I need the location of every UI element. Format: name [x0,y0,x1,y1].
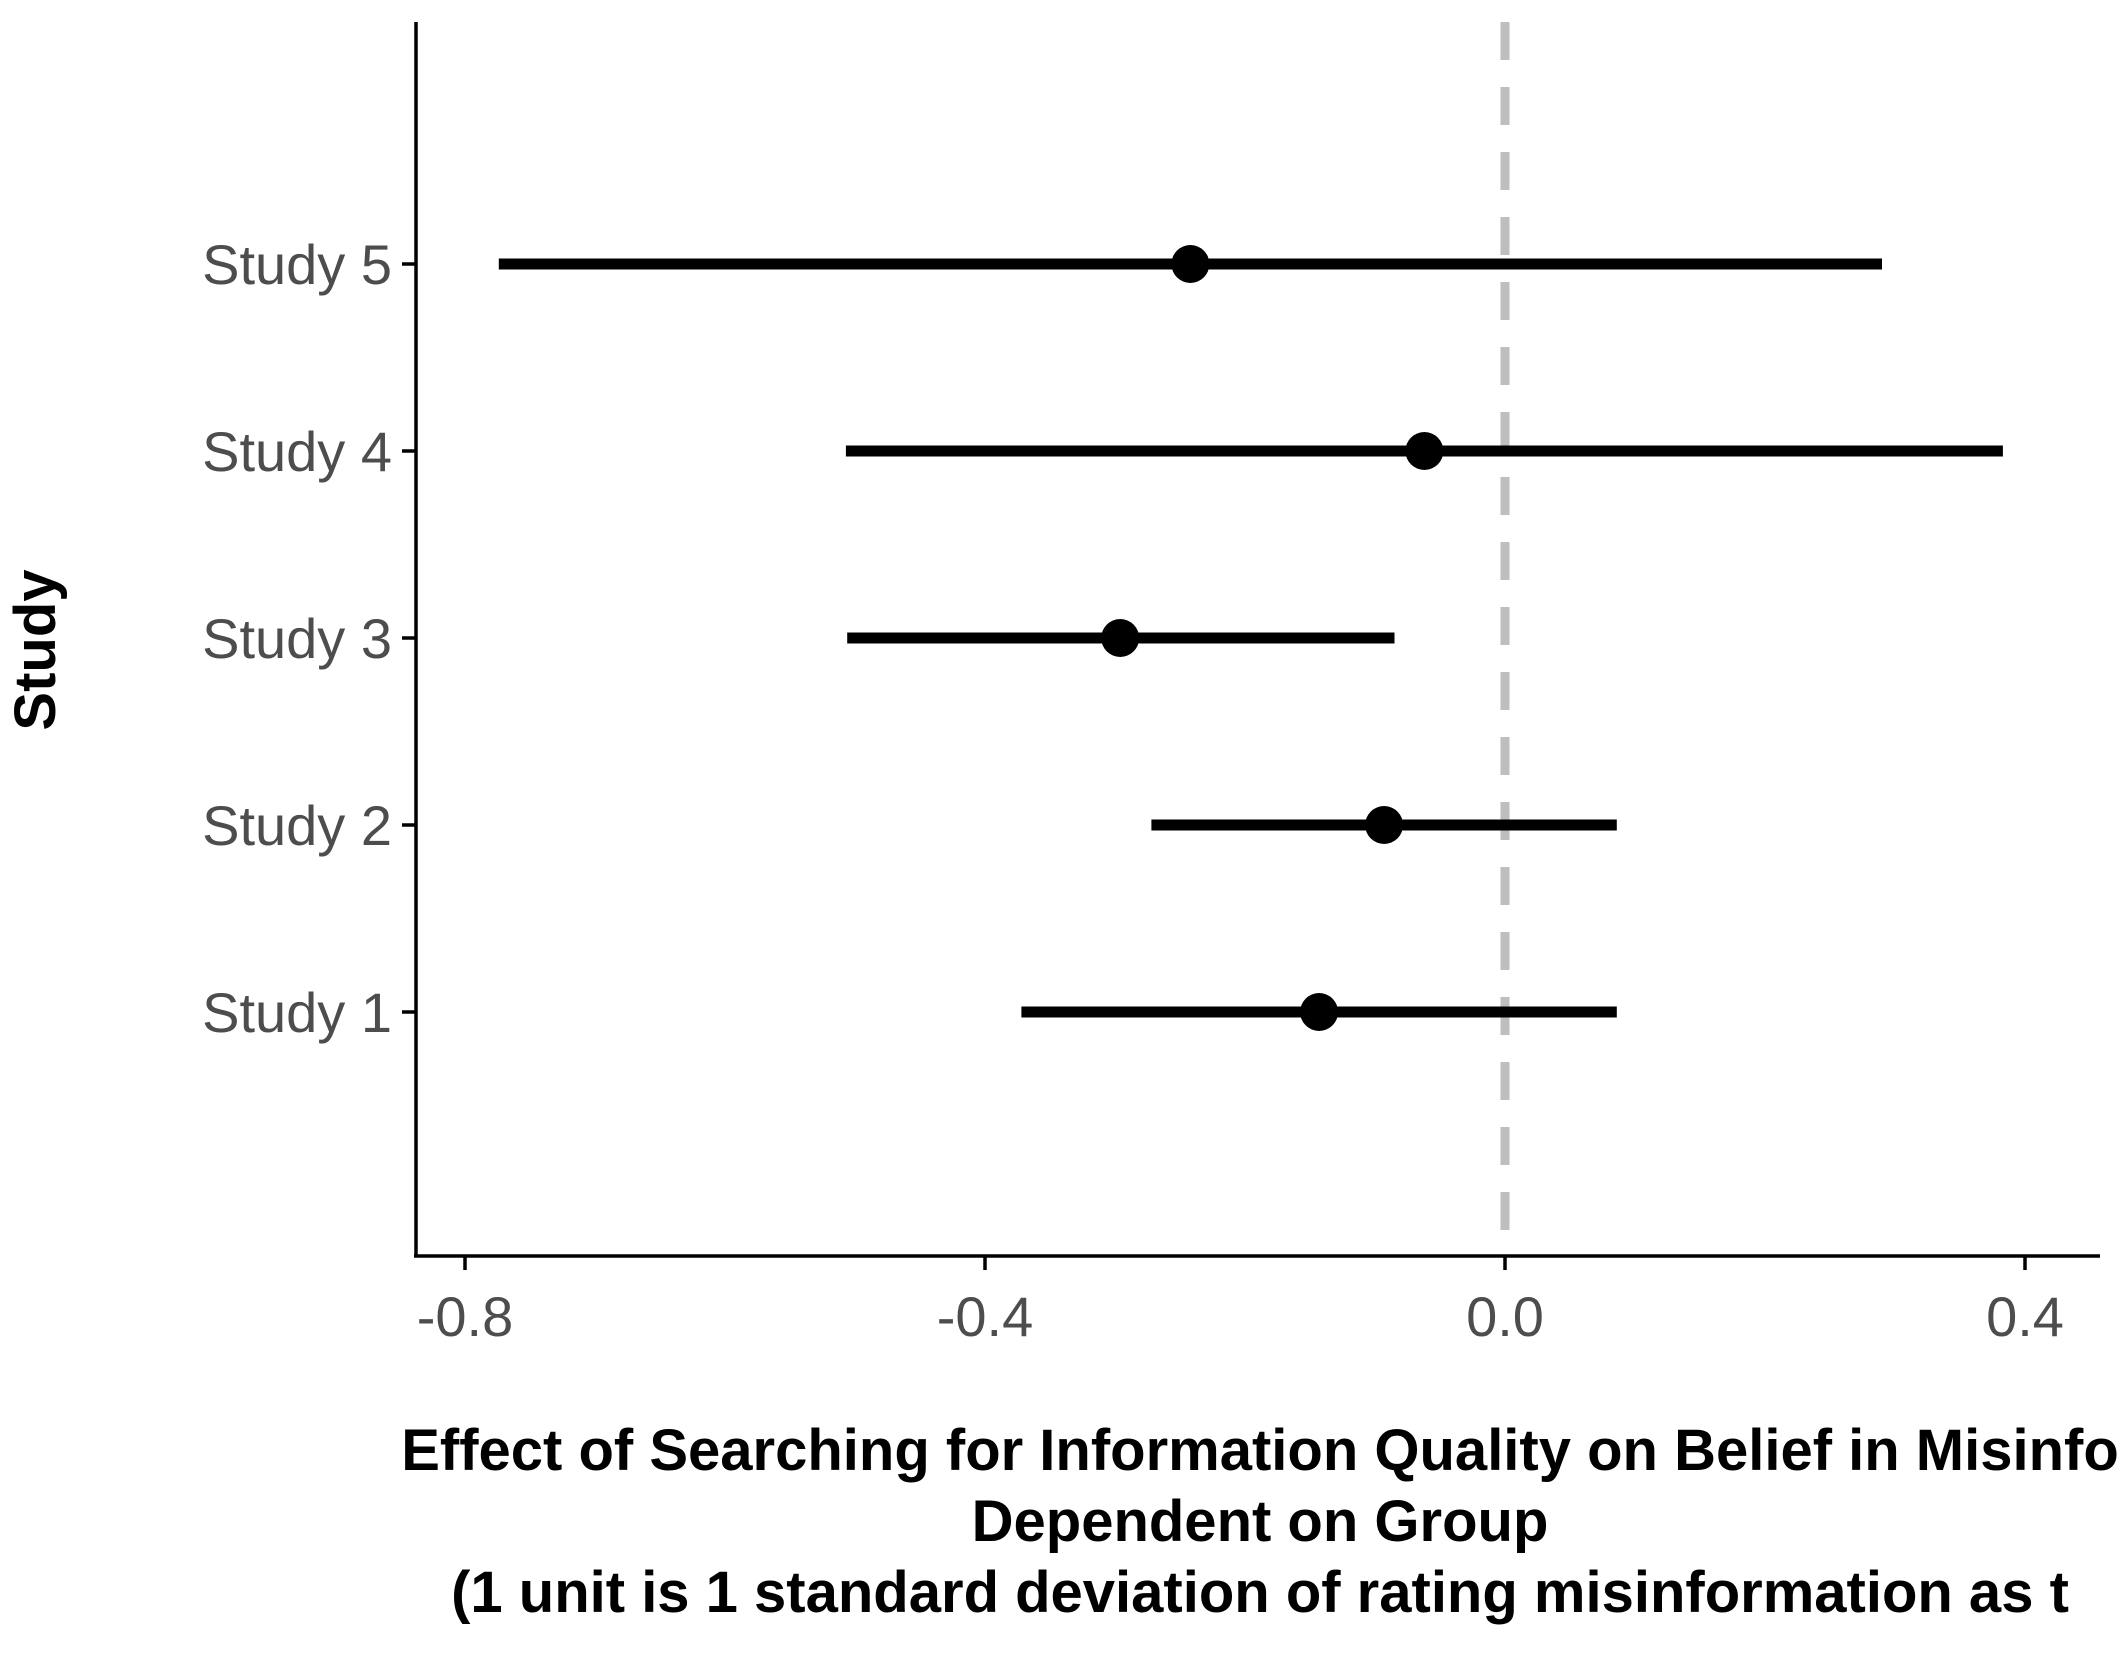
x-axis-title-line-3: (1 unit is 1 standard deviation of ratin… [451,1560,2069,1625]
x-tick-label: -0.8 [417,1285,514,1348]
point-estimate [1171,245,1210,283]
y-axis-title: Study [3,569,68,730]
y-tick-label: Study 2 [202,794,392,857]
y-tick-label: Study 4 [202,420,392,483]
x-axis-title-line-2: Dependent on Group [972,1489,1549,1554]
intervals-layer [498,258,2003,1018]
point-estimate [1405,432,1444,470]
x-tick-label: -0.4 [937,1285,1034,1348]
points-layer [1101,245,1444,1031]
x-tick-label: 0.0 [1466,1285,1544,1348]
y-ticks-layer: Study 1 Study 2 Study 3 Study 4 Study 5 [202,233,416,1044]
point-estimate [1365,806,1404,844]
x-tick-label: 0.4 [1986,1285,2064,1348]
x-axis-title-line-1: Effect of Searching for Information Qual… [401,1418,2119,1483]
y-tick-label: Study 3 [202,607,392,670]
point-estimate [1300,993,1339,1031]
y-tick-label: Study 5 [202,233,392,296]
y-tick-label: Study 1 [202,981,392,1044]
point-estimate [1101,619,1140,657]
x-ticks-layer: -0.8 -0.4 0.0 0.4 [417,1256,2064,1348]
